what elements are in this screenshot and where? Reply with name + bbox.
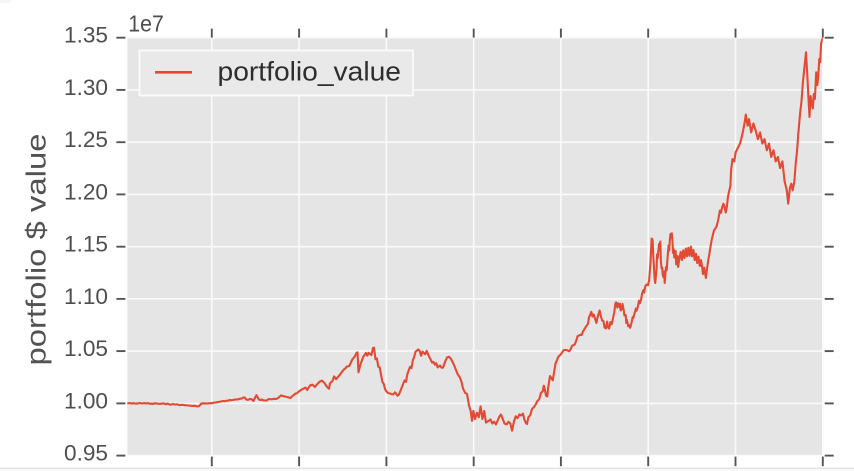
svg-text:1.30: 1.30 <box>64 75 108 100</box>
svg-text:1.35: 1.35 <box>64 23 108 48</box>
svg-text:1e7: 1e7 <box>128 10 164 36</box>
svg-text:portfolio_value: portfolio_value <box>218 57 402 87</box>
svg-text:1.20: 1.20 <box>64 179 108 204</box>
svg-text:portfolio $ value: portfolio $ value <box>21 134 52 366</box>
svg-text:1.25: 1.25 <box>64 127 108 152</box>
svg-text:0.95: 0.95 <box>64 441 108 466</box>
svg-text:1.10: 1.10 <box>64 284 108 309</box>
svg-text:1.15: 1.15 <box>64 232 108 257</box>
svg-text:1.05: 1.05 <box>64 336 108 361</box>
svg-text:1.00: 1.00 <box>64 388 108 413</box>
